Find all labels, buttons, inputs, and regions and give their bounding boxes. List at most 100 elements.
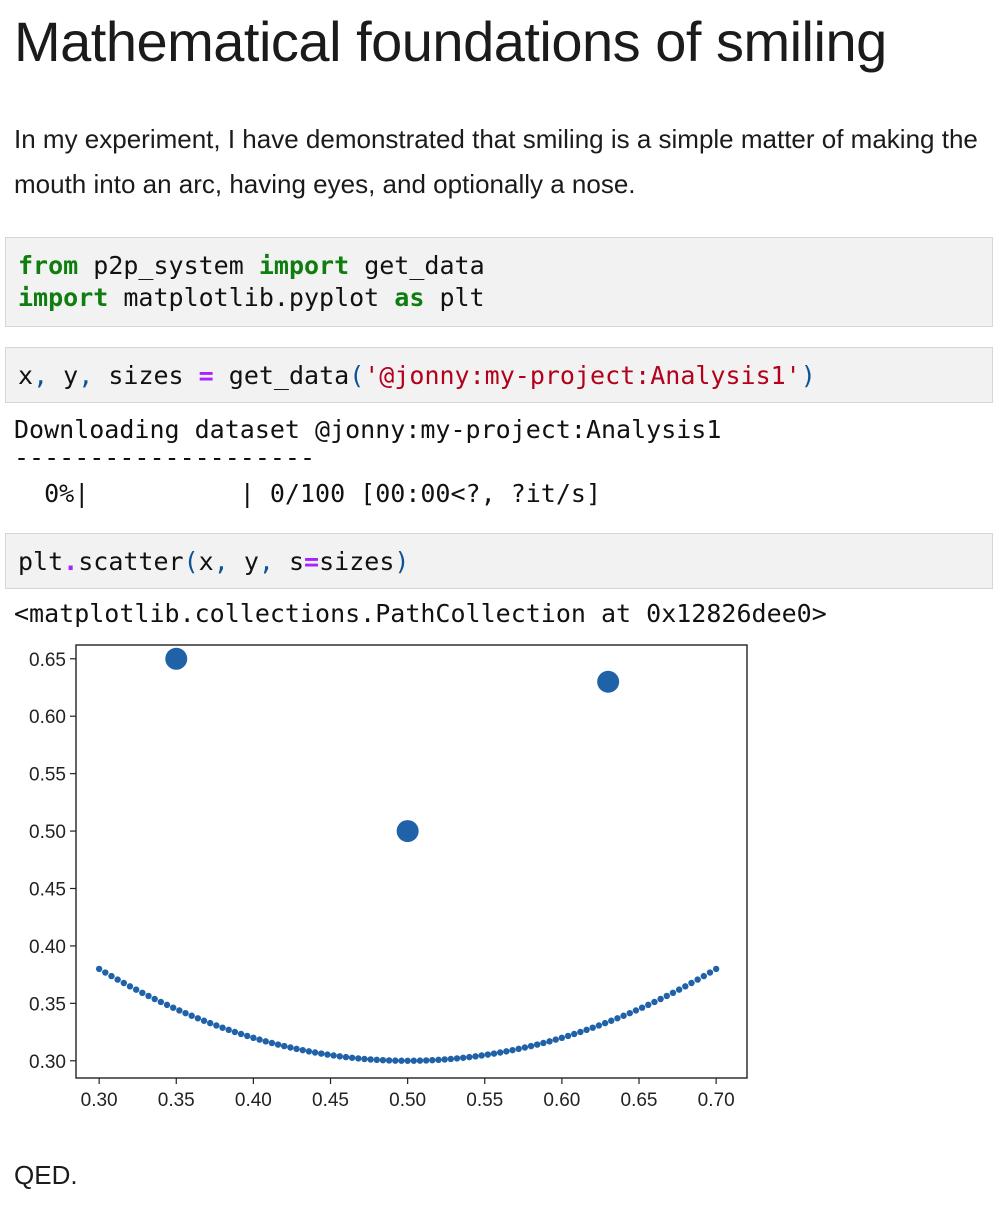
code-cell-scatter[interactable]: plt.scatter(x, y, s=sizes): [5, 533, 993, 589]
keyword-as: as: [394, 283, 425, 312]
scatter-point-small: [367, 1056, 374, 1063]
x-tick-label: 0.70: [698, 1090, 735, 1111]
scatter-point-small: [694, 976, 701, 983]
scatter-point-small: [657, 995, 664, 1003]
scatter-point-small: [632, 1007, 640, 1014]
scatter-point-small: [102, 969, 109, 976]
scatter-point-small: [571, 1030, 578, 1038]
scatter-point-small: [176, 1007, 183, 1014]
arg-y: y: [228, 547, 259, 576]
var-sizes: sizes: [93, 361, 199, 390]
module-name: p2p_system: [78, 251, 259, 280]
x-tick-label: 0.50: [389, 1090, 426, 1111]
scatter-point-small: [552, 1036, 559, 1043]
scatter-point-small: [299, 1046, 306, 1054]
scatter-point-small: [540, 1039, 547, 1047]
output-download: Downloading dataset @jonny:my-project:An…: [14, 415, 722, 444]
scatter-point-small: [564, 1032, 572, 1040]
intro-paragraph: In my experiment, I have demonstrated th…: [14, 124, 978, 199]
scatter-point-small: [651, 998, 658, 1006]
arg-sizes: sizes: [319, 547, 395, 576]
comma: ,: [33, 361, 49, 390]
scatter-point-small: [225, 1026, 232, 1034]
scatter-point-small: [496, 1049, 504, 1056]
keyword-import: import: [18, 283, 109, 312]
scatter-point-small: [614, 1015, 621, 1022]
scatter-point-small: [626, 1009, 633, 1017]
scatter-point-small: [422, 1057, 430, 1064]
dot-operator: .: [63, 547, 79, 576]
assign-operator: =: [198, 361, 214, 390]
y-tick-label: 0.60: [29, 707, 66, 728]
imported-name: get_data: [349, 251, 485, 280]
scatter-point-small: [472, 1053, 479, 1060]
scatter-point-small: [169, 1004, 177, 1011]
x-tick-label: 0.45: [312, 1090, 349, 1111]
code-cell-load[interactable]: x, y, sizes = get_data('@jonny:my-projec…: [5, 347, 993, 403]
scatter-point-small: [311, 1049, 319, 1056]
keyword-from: from: [18, 251, 79, 280]
scatter-point-small: [256, 1036, 263, 1043]
scatter-point-small: [287, 1044, 294, 1051]
scatter-point-small: [521, 1044, 529, 1051]
scatter-point-small: [132, 986, 140, 993]
scatter-point-small: [429, 1056, 436, 1064]
scatter-point-small: [638, 1004, 646, 1011]
x-tick-label: 0.55: [466, 1090, 503, 1111]
var-y: y: [48, 361, 79, 390]
y-tick-label: 0.40: [29, 937, 66, 958]
scatter-point-small: [194, 1015, 202, 1022]
scatter-point-small: [231, 1028, 239, 1036]
scatter-point-small: [490, 1050, 498, 1057]
scatter-point-small: [385, 1057, 393, 1064]
scatter-point-small: [669, 989, 677, 997]
scatter-point-small: [398, 1057, 405, 1064]
scatter-point-small: [416, 1057, 424, 1064]
scatter-point-large: [597, 670, 620, 693]
x-tick-label: 0.65: [621, 1090, 658, 1111]
scatter-point-small: [534, 1041, 541, 1048]
scatter-point-small: [330, 1052, 337, 1059]
scatter-point-small: [601, 1019, 609, 1027]
string-literal: '@jonny:my-project:Analysis1': [364, 361, 801, 390]
comma: ,: [78, 361, 94, 390]
scatter-point-small: [663, 992, 670, 1000]
scatter-point-small: [293, 1045, 300, 1053]
paren: (: [349, 361, 365, 390]
scatter-point-small: [348, 1054, 356, 1061]
scatter-point-small: [712, 965, 720, 973]
output-separator: --------------------: [14, 443, 316, 472]
scatter-point-small: [361, 1055, 368, 1063]
scatter-point-small: [688, 979, 695, 987]
scatter-point-small: [373, 1056, 380, 1064]
module-name: matplotlib.pyplot: [108, 283, 395, 312]
scatter-point-small: [324, 1051, 331, 1058]
scatter-point-small: [546, 1038, 553, 1045]
scatter-point-small: [484, 1051, 492, 1058]
alias-name: plt: [424, 283, 485, 312]
scatter-point-small: [379, 1056, 387, 1064]
comma: ,: [213, 547, 229, 576]
scatter-point-small: [503, 1048, 510, 1055]
scatter-point-small: [95, 965, 103, 973]
scatter-point-small: [706, 969, 714, 976]
scatter-point-small: [207, 1019, 214, 1027]
scatter-point-small: [139, 989, 146, 997]
paren: (: [183, 547, 199, 576]
scatter-point-small: [305, 1048, 313, 1055]
scatter-point-small: [527, 1042, 535, 1050]
function-name: scatter: [78, 547, 184, 576]
scatter-point-small: [163, 1001, 171, 1009]
scatter-point-small: [435, 1056, 442, 1064]
scatter-point-small: [250, 1034, 257, 1042]
y-tick-label: 0.55: [29, 765, 66, 786]
scatter-point-small: [478, 1052, 485, 1059]
var-x: x: [18, 361, 34, 390]
code-cell-imports[interactable]: from p2p_system import get_data import m…: [5, 237, 993, 327]
scatter-point-small: [392, 1057, 399, 1064]
scatter-point-small: [466, 1053, 473, 1061]
scatter-point-small: [608, 1017, 615, 1024]
scatter-point-small: [441, 1056, 448, 1063]
scatter-point-small: [589, 1024, 596, 1031]
scatter-point-small: [355, 1055, 362, 1062]
